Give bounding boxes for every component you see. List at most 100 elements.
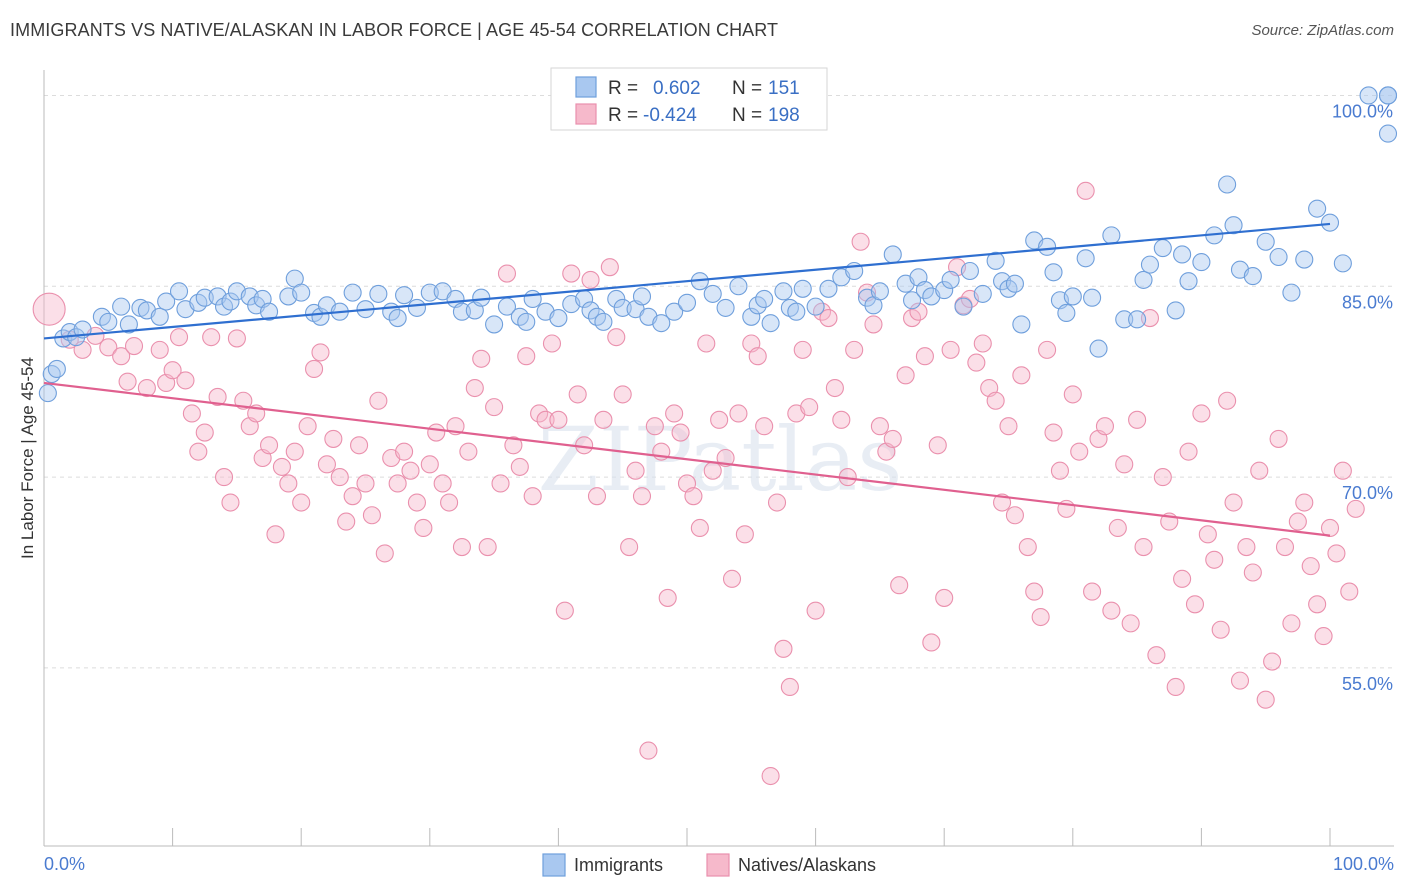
data-point bbox=[119, 315, 138, 334]
data-point bbox=[1038, 237, 1057, 256]
data-point bbox=[137, 378, 156, 398]
data-point bbox=[1333, 254, 1352, 273]
data-point bbox=[607, 289, 626, 309]
data-point bbox=[774, 639, 793, 658]
data-point bbox=[1224, 216, 1243, 235]
data-point bbox=[671, 423, 690, 442]
data-point bbox=[787, 302, 806, 321]
data-point bbox=[157, 292, 176, 311]
data-point bbox=[748, 347, 767, 366]
data-point bbox=[407, 298, 426, 317]
data-point bbox=[1218, 175, 1237, 194]
data-point bbox=[1288, 512, 1307, 531]
data-point bbox=[279, 474, 298, 493]
data-point bbox=[1173, 569, 1192, 588]
data-point bbox=[395, 442, 414, 461]
data-point bbox=[1063, 385, 1082, 404]
data-point bbox=[1327, 544, 1346, 563]
data-point bbox=[954, 297, 973, 316]
data-point bbox=[703, 284, 722, 303]
data-point bbox=[1320, 213, 1340, 232]
data-point bbox=[832, 410, 851, 429]
data-point bbox=[221, 493, 240, 512]
data-point bbox=[459, 442, 478, 461]
data-point bbox=[1301, 557, 1320, 576]
data-point bbox=[440, 493, 459, 512]
data-point bbox=[1102, 601, 1121, 620]
data-point bbox=[1044, 423, 1063, 442]
data-point bbox=[1237, 537, 1256, 557]
bottom-legend-swatch-natives bbox=[706, 853, 730, 877]
data-point bbox=[1153, 468, 1172, 487]
data-point bbox=[517, 347, 536, 366]
data-point bbox=[1089, 339, 1108, 358]
y-tick-label: 100.0% bbox=[1332, 101, 1393, 121]
data-point bbox=[1282, 283, 1301, 302]
bottom-legend-label-natives: Natives/Alaskans bbox=[738, 855, 876, 875]
data-point bbox=[1063, 287, 1082, 306]
data-point bbox=[562, 264, 581, 283]
y-tick-label: 55.0% bbox=[1342, 674, 1393, 694]
data-point bbox=[1185, 595, 1205, 614]
data-point bbox=[1179, 442, 1198, 461]
data-point bbox=[607, 328, 626, 347]
data-point bbox=[1115, 310, 1134, 329]
data-point bbox=[536, 410, 555, 429]
data-point bbox=[510, 457, 529, 476]
data-point bbox=[292, 283, 311, 302]
y-tick-label: 70.0% bbox=[1342, 483, 1393, 503]
data-point bbox=[99, 338, 118, 357]
y-tick-label: 85.0% bbox=[1342, 292, 1393, 312]
source-label: Source: ZipAtlas.com bbox=[1251, 22, 1394, 39]
data-point bbox=[793, 340, 812, 359]
grid-lines bbox=[44, 94, 1394, 669]
data-point bbox=[118, 372, 137, 391]
data-point bbox=[472, 349, 491, 368]
data-point bbox=[1095, 417, 1114, 436]
data-point bbox=[1256, 232, 1275, 251]
data-point bbox=[1031, 607, 1050, 627]
data-point bbox=[150, 307, 169, 326]
data-point bbox=[755, 417, 774, 436]
y-tick-labels: 100.0% 85.0% 70.0% 55.0% bbox=[1332, 101, 1393, 693]
data-point bbox=[1050, 461, 1069, 480]
legend-n-label-2: N = bbox=[732, 105, 762, 126]
data-point bbox=[1192, 253, 1211, 272]
data-point bbox=[986, 251, 1005, 270]
data-point bbox=[420, 283, 439, 302]
data-point bbox=[195, 423, 214, 442]
data-point bbox=[806, 297, 825, 316]
data-point bbox=[32, 292, 66, 326]
data-point bbox=[452, 537, 472, 557]
data-point bbox=[420, 455, 439, 474]
data-point bbox=[658, 588, 677, 607]
data-point bbox=[935, 588, 954, 607]
data-point bbox=[774, 282, 793, 301]
legend-swatch-natives bbox=[575, 103, 597, 125]
data-point bbox=[1134, 537, 1153, 557]
data-point bbox=[259, 436, 279, 455]
data-point bbox=[594, 410, 613, 429]
data-point bbox=[317, 455, 336, 474]
data-point bbox=[1083, 582, 1102, 601]
data-point bbox=[960, 261, 979, 281]
data-point bbox=[497, 264, 517, 283]
data-point bbox=[485, 315, 504, 334]
data-point bbox=[652, 314, 671, 333]
data-point bbox=[1121, 614, 1140, 633]
data-point bbox=[272, 457, 291, 476]
data-point bbox=[1314, 627, 1333, 646]
legend-n-value-1: 151 bbox=[768, 78, 800, 99]
legend-r-label-2: R = bbox=[608, 105, 638, 126]
data-point bbox=[1230, 671, 1250, 690]
data-point bbox=[150, 340, 169, 359]
data-point bbox=[124, 337, 144, 356]
data-point bbox=[202, 328, 221, 347]
data-point bbox=[684, 487, 703, 506]
data-point bbox=[491, 474, 510, 493]
data-point bbox=[1256, 690, 1275, 709]
data-point bbox=[1102, 226, 1121, 245]
data-point bbox=[311, 343, 330, 362]
data-point bbox=[330, 468, 349, 487]
